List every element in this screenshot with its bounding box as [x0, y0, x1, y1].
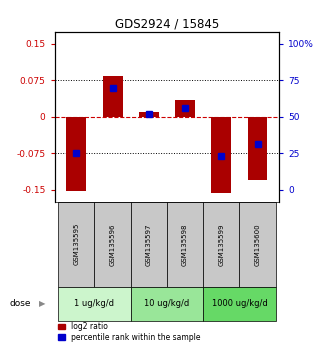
Bar [247, 117, 267, 180]
Bar [131, 287, 203, 321]
Bar [211, 117, 231, 193]
Bar [103, 75, 123, 117]
Title: GDS2924 / 15845: GDS2924 / 15845 [115, 18, 219, 31]
Text: 10 ug/kg/d: 10 ug/kg/d [144, 299, 189, 308]
Bar [203, 202, 239, 287]
Bar [139, 112, 159, 117]
Bar [239, 202, 276, 287]
Text: GSM135598: GSM135598 [182, 223, 188, 266]
Legend: log2 ratio, percentile rank within the sample: log2 ratio, percentile rank within the s… [58, 322, 200, 342]
Text: ▶: ▶ [39, 299, 45, 308]
Bar [66, 117, 86, 191]
Bar [131, 202, 167, 287]
Bar [58, 202, 94, 287]
Bar [58, 287, 131, 321]
Text: GSM135599: GSM135599 [218, 223, 224, 266]
Bar [167, 202, 203, 287]
Text: GSM135596: GSM135596 [109, 223, 116, 266]
Bar [175, 100, 195, 117]
Text: dose: dose [10, 299, 31, 308]
Text: 1000 ug/kg/d: 1000 ug/kg/d [212, 299, 267, 308]
Text: GSM135595: GSM135595 [73, 223, 79, 266]
Bar [94, 202, 131, 287]
Text: GSM135597: GSM135597 [146, 223, 152, 266]
Bar [203, 287, 276, 321]
Text: GSM135600: GSM135600 [255, 223, 261, 266]
Text: 1 ug/kg/d: 1 ug/kg/d [74, 299, 114, 308]
